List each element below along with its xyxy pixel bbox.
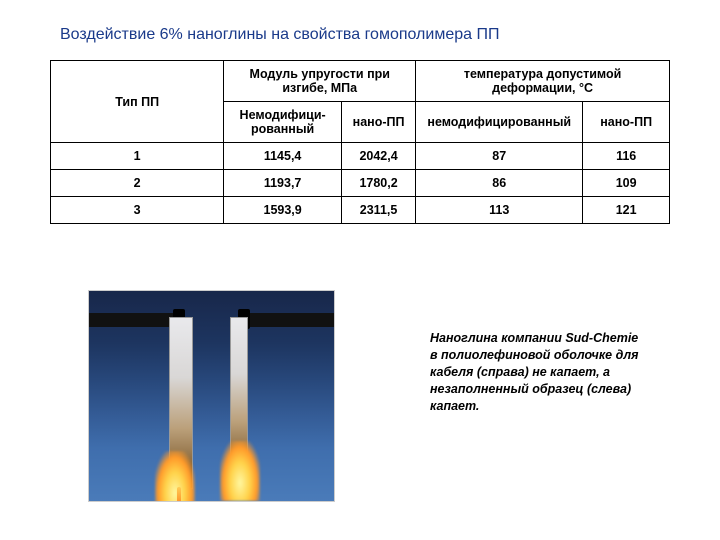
col-pp-type: Тип ПП — [51, 61, 224, 143]
sub-unmodified-full: немодифицированный — [416, 102, 583, 143]
cell-hdt-unmod: 87 — [416, 143, 583, 170]
sub-nano: нано-ПП — [341, 102, 415, 143]
col-flex-modulus: Модуль упругости при изгибе, МПа — [224, 61, 416, 102]
cell-type: 2 — [51, 170, 224, 197]
table-row: 3 1593,9 2311,5 113 121 — [51, 197, 670, 224]
cell-hdt-nano: 121 — [583, 197, 670, 224]
cell-flex-unmod: 1145,4 — [224, 143, 342, 170]
cell-hdt-unmod: 113 — [416, 197, 583, 224]
drip-left — [177, 487, 181, 502]
flame-right — [220, 441, 260, 501]
cell-hdt-unmod: 86 — [416, 170, 583, 197]
sub-nano2: нано-ПП — [583, 102, 670, 143]
cell-flex-nano: 1780,2 — [341, 170, 415, 197]
cell-type: 3 — [51, 197, 224, 224]
cell-flex-unmod: 1593,9 — [224, 197, 342, 224]
properties-table: Тип ПП Модуль упругости при изгибе, МПа … — [50, 60, 670, 224]
cell-hdt-nano: 116 — [583, 143, 670, 170]
sub-unmodified: Немодифици-рованный — [224, 102, 342, 143]
clamp-left — [89, 313, 181, 327]
photo-caption: Наноглина компании Sud-Chemie в полиолеф… — [430, 330, 645, 414]
clamp-right — [242, 313, 334, 327]
cell-flex-unmod: 1193,7 — [224, 170, 342, 197]
cell-flex-nano: 2042,4 — [341, 143, 415, 170]
cell-flex-nano: 2311,5 — [341, 197, 415, 224]
cell-hdt-nano: 109 — [583, 170, 670, 197]
table-row: 2 1193,7 1780,2 86 109 — [51, 170, 670, 197]
cell-type: 1 — [51, 143, 224, 170]
col-hdt: температура допустимой деформации, °C — [416, 61, 670, 102]
page-title: Воздействие 6% наноглины на свойства гом… — [60, 26, 499, 44]
flame-left — [155, 451, 195, 502]
flame-test-photo — [88, 290, 335, 502]
table-row: 1 1145,4 2042,4 87 116 — [51, 143, 670, 170]
